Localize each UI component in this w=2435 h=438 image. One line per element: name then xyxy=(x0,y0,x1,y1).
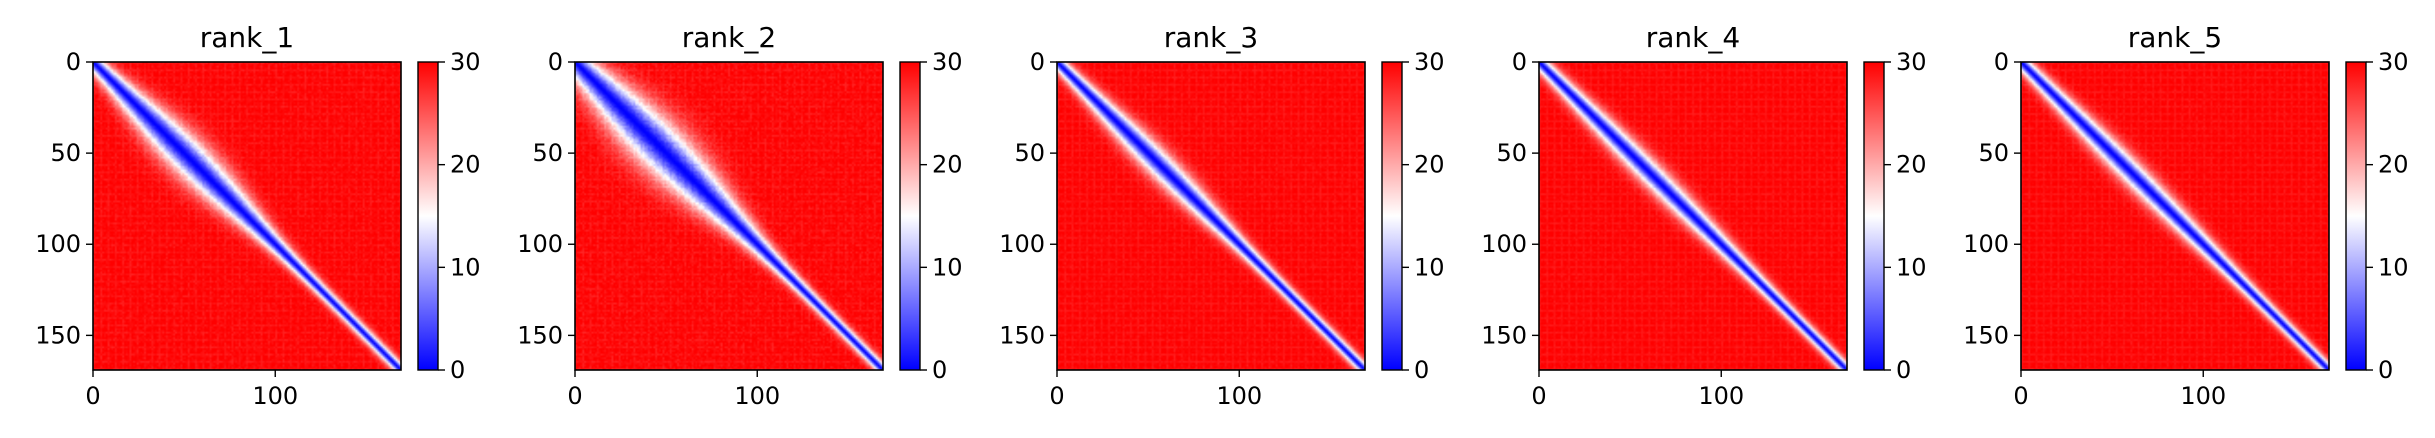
y-tick-label: 150 xyxy=(1963,321,2009,349)
colorbar-tick-label: 20 xyxy=(1414,151,1445,179)
heatmap-panel: rank_1 0 100 0 50 100 150 0 10 20 30 xyxy=(35,21,480,410)
colorbar-tick-label: 0 xyxy=(2378,356,2393,384)
panel-title: rank_2 xyxy=(682,21,776,54)
x-tick-label: 100 xyxy=(1698,382,1744,410)
x-tick-label: 0 xyxy=(85,382,100,410)
x-tick-label: 100 xyxy=(1216,382,1262,410)
colorbar-tick-label: 20 xyxy=(1896,151,1927,179)
heatmap-image xyxy=(93,62,401,370)
colorbar-tick-label: 0 xyxy=(450,356,465,384)
colorbar-tick-label: 0 xyxy=(932,356,947,384)
y-tick-label: 0 xyxy=(1030,48,1045,76)
colorbar xyxy=(2345,61,2367,371)
y-tick-label: 150 xyxy=(35,321,81,349)
colorbar-tick-label: 10 xyxy=(450,253,481,281)
y-tick-label: 100 xyxy=(1963,230,2009,258)
heatmap-image xyxy=(1057,62,1365,370)
y-tick-label: 150 xyxy=(1481,321,1527,349)
heatmap-panel: rank_2 0 100 0 50 100 150 0 10 20 30 xyxy=(517,21,962,410)
y-tick-label: 50 xyxy=(1978,139,2009,167)
heatmap-image xyxy=(2021,62,2329,370)
colorbar xyxy=(1381,61,1403,371)
colorbar-tick-label: 10 xyxy=(1896,253,1927,281)
x-tick-label: 100 xyxy=(2180,382,2226,410)
heatmap-panel: rank_3 0 100 0 50 100 150 0 10 20 30 xyxy=(999,21,1444,410)
x-tick-label: 0 xyxy=(1049,382,1064,410)
y-tick-label: 100 xyxy=(35,230,81,258)
x-tick-label: 0 xyxy=(567,382,582,410)
axes-frame xyxy=(574,61,884,371)
colorbar-tick-label: 20 xyxy=(450,151,481,179)
y-tick-label: 0 xyxy=(66,48,81,76)
y-tick-label: 50 xyxy=(1496,139,1527,167)
heatmap-panel: rank_4 0 100 0 50 100 150 0 10 20 30 xyxy=(1481,21,1926,410)
colorbar-tick-label: 30 xyxy=(932,48,963,76)
y-tick-label: 100 xyxy=(999,230,1045,258)
panel-title: rank_5 xyxy=(2128,21,2222,54)
colorbar-tick-label: 30 xyxy=(2378,48,2409,76)
y-tick-label: 50 xyxy=(1014,139,1045,167)
y-tick-label: 0 xyxy=(1512,48,1527,76)
colorbar-tick-label: 20 xyxy=(2378,151,2409,179)
y-tick-label: 100 xyxy=(1481,230,1527,258)
colorbar-tick-label: 10 xyxy=(2378,253,2409,281)
colorbar-tick-label: 20 xyxy=(932,151,963,179)
x-tick-label: 100 xyxy=(734,382,780,410)
heatmap-panel: rank_5 0 100 0 50 100 150 0 10 20 30 xyxy=(1963,21,2408,410)
x-tick-label: 0 xyxy=(1531,382,1546,410)
heatmap-image xyxy=(575,62,883,370)
colorbar-tick-label: 10 xyxy=(932,253,963,281)
colorbar-tick-label: 30 xyxy=(1414,48,1445,76)
y-tick-label: 150 xyxy=(999,321,1045,349)
colorbar xyxy=(1863,61,1885,371)
colorbar-tick-label: 0 xyxy=(1414,356,1429,384)
colorbar-tick-label: 10 xyxy=(1414,253,1445,281)
axes-frame xyxy=(2020,61,2330,371)
panel-title: rank_1 xyxy=(200,21,294,54)
colorbar-tick-label: 30 xyxy=(450,48,481,76)
colorbar xyxy=(417,61,439,371)
colorbar-tick-label: 30 xyxy=(1896,48,1927,76)
x-tick-label: 100 xyxy=(252,382,298,410)
y-tick-label: 50 xyxy=(532,139,563,167)
axes-frame xyxy=(92,61,402,371)
y-tick-label: 50 xyxy=(50,139,81,167)
colorbar xyxy=(899,61,921,371)
axes-frame xyxy=(1056,61,1366,371)
y-tick-label: 0 xyxy=(1994,48,2009,76)
panel-title: rank_4 xyxy=(1646,21,1740,54)
heatmap-image xyxy=(1539,62,1847,370)
axes-frame xyxy=(1538,61,1848,371)
panel-title: rank_3 xyxy=(1164,21,1258,54)
y-tick-label: 150 xyxy=(517,321,563,349)
x-tick-label: 0 xyxy=(2013,382,2028,410)
y-tick-label: 100 xyxy=(517,230,563,258)
y-tick-label: 0 xyxy=(548,48,563,76)
colorbar-tick-label: 0 xyxy=(1896,356,1911,384)
